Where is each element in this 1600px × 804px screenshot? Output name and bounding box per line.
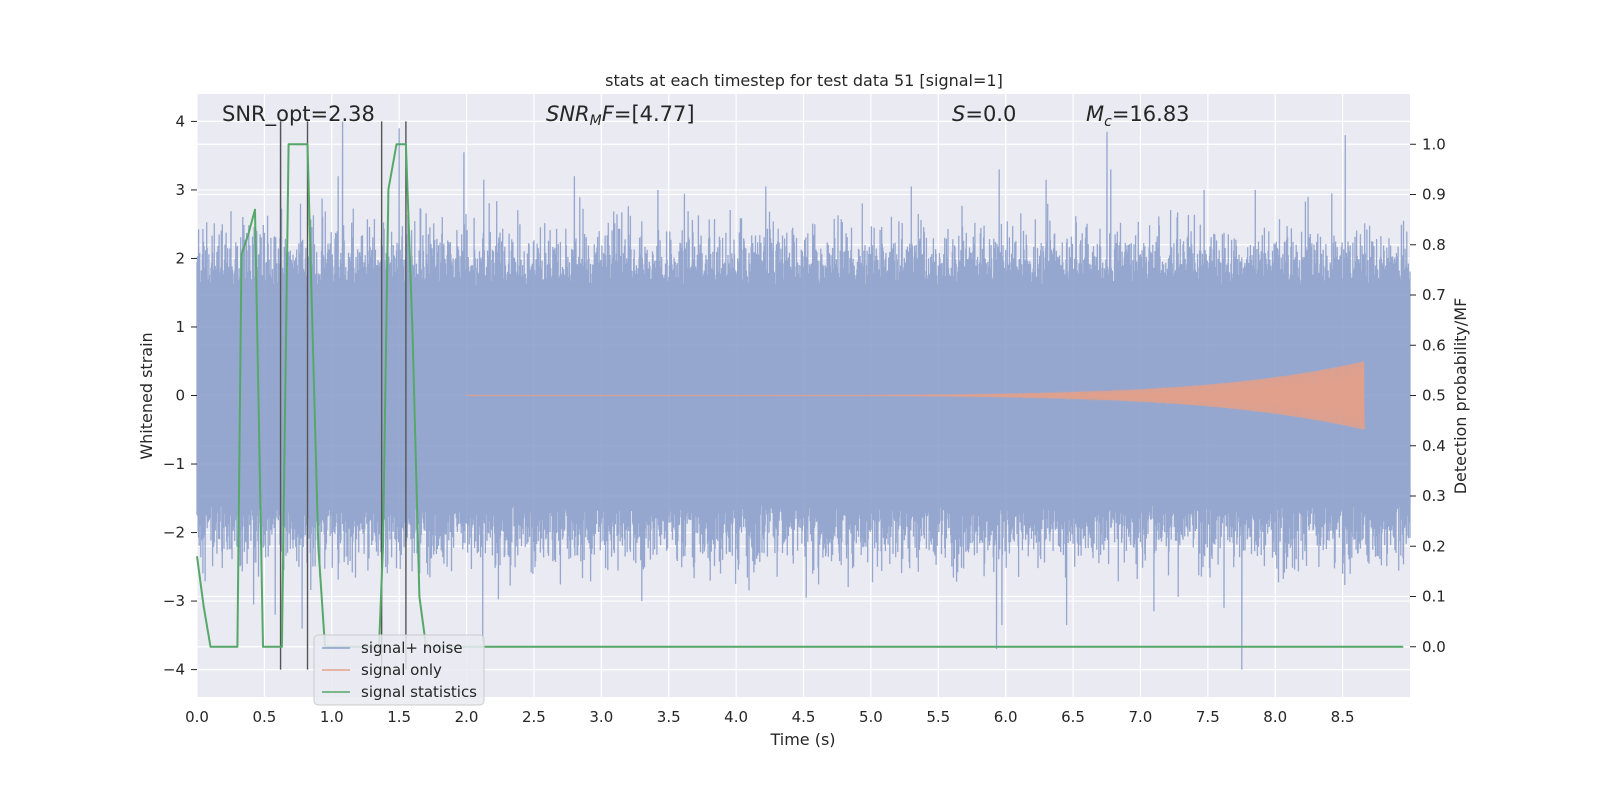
x-tick-label: 2.5: [522, 708, 546, 726]
series-signal-statistics: [196, 143, 1404, 648]
y-axis-right-label: Detection probability/MF: [1451, 298, 1470, 495]
y-right-tick-label: 0.2: [1422, 537, 1446, 555]
y-right-tick-label: 0.4: [1422, 437, 1446, 455]
y-left-tick-label: 0: [175, 387, 185, 405]
x-tick-label: 6.0: [994, 708, 1018, 726]
noise-trace: [196, 121, 1411, 670]
legend-label-signal-statistics: signal statistics: [361, 683, 477, 701]
x-tick-label: 4.0: [724, 708, 748, 726]
y-left-tick-label: 2: [175, 249, 185, 267]
annotation-snr-opt: SNR_opt=2.38: [222, 102, 375, 127]
x-axis-ticks: 0.0 0.5 1.0 1.5 2.0 2.5 3.0 3.5 4.0 4.5 5.0 5.5 6.0 6…: [185, 708, 1354, 726]
annotation-mc: Mc=16.83: [1086, 102, 1190, 130]
signal-envelope: [466, 361, 1365, 430]
legend-label-signal-only: signal only: [361, 661, 442, 679]
annotation-s-value: =0.0: [965, 102, 1016, 126]
y-right-tick-label: 0.9: [1422, 186, 1446, 204]
legend-label-signal-noise: signal+ noise: [361, 639, 463, 657]
x-tick-label: 7.0: [1129, 708, 1153, 726]
x-tick-label: 1.5: [387, 708, 411, 726]
x-tick-label: 8.0: [1263, 708, 1287, 726]
statistics-trace: [196, 143, 1404, 648]
y-axis-left-label: Whitened strain: [137, 332, 156, 459]
y-left-tick-label: 3: [175, 181, 185, 199]
y-right-tick-label: 0.3: [1422, 487, 1446, 505]
y-right-tick-label: 0.6: [1422, 336, 1446, 354]
y-right-tick-label: 0.1: [1422, 588, 1446, 606]
x-tick-label: 4.5: [792, 708, 816, 726]
y-axis-right-ticks: 0.0 0.1 0.2 0.3 0.4 0.5 0.6 0.7 0.8 0.9 1.0: [1410, 135, 1446, 656]
y-right-tick-label: 1.0: [1422, 135, 1446, 153]
y-left-tick-label: −2: [163, 524, 185, 542]
x-tick-label: 1.0: [320, 708, 344, 726]
y-left-tick-label: 1: [175, 318, 185, 336]
x-tick-label: 5.5: [926, 708, 950, 726]
series-signal-only: [466, 361, 1365, 430]
series-signal-noise: [196, 121, 1411, 670]
y-left-tick-label: 4: [175, 112, 185, 130]
y-left-tick-label: −3: [163, 592, 185, 610]
annotation-snr-mf-value: [4.77]: [631, 102, 694, 126]
y-right-tick-label: 0.7: [1422, 286, 1446, 304]
x-tick-label: 3.0: [589, 708, 613, 726]
chart-title: stats at each timestep for test data 51 …: [605, 71, 1003, 90]
legend-box: [313, 634, 485, 706]
y-left-tick-label: −4: [163, 661, 185, 679]
x-tick-label: 0.0: [185, 708, 209, 726]
annotation-mc-value: =16.83: [1112, 102, 1190, 126]
x-tick-label: 5.0: [859, 708, 883, 726]
vertical-markers: [279, 121, 407, 670]
x-tick-label: 6.5: [1061, 708, 1085, 726]
y-right-tick-label: 0.0: [1422, 638, 1446, 656]
y-axis-left-ticks: −4 −3 −2 −1 0 1 2 3 4: [163, 112, 197, 679]
legend: signal+ noise signal only signal statist…: [313, 634, 485, 706]
y-right-tick-label: 0.8: [1422, 236, 1446, 254]
y-left-tick-label: −1: [163, 455, 185, 473]
x-tick-label: 3.5: [657, 708, 681, 726]
x-tick-label: 8.5: [1331, 708, 1355, 726]
y-right-tick-label: 0.5: [1422, 387, 1446, 405]
annotation-s: S=0.0: [952, 102, 1016, 126]
x-tick-label: 7.5: [1196, 708, 1220, 726]
x-tick-label: 2.0: [455, 708, 479, 726]
x-axis-label: Time (s): [769, 730, 835, 749]
annotation-snr-mf: SNRMF=[4.77]: [546, 102, 695, 129]
x-tick-label: 0.5: [252, 708, 276, 726]
